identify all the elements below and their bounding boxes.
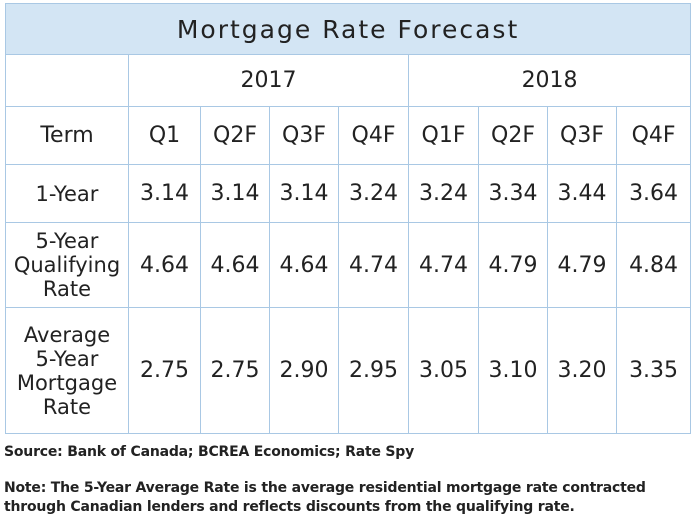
rate-cell: 4.64 — [128, 222, 201, 308]
footnote: Note: The 5-Year Average Rate is the ave… — [4, 479, 689, 517]
rate-cell: 4.84 — [615, 222, 692, 308]
rate-cell: 3.14 — [269, 164, 339, 223]
rate-cell: 3.64 — [615, 164, 692, 223]
rate-cell: 3.10 — [478, 307, 548, 434]
row-label-line: Average — [23, 322, 111, 347]
rate-cell: 3.20 — [547, 307, 617, 434]
rate-cell: 3.05 — [408, 307, 479, 434]
row-label-line: Rate — [42, 394, 92, 419]
rate-cell: 3.24 — [408, 164, 479, 223]
quarter-header: Q4F — [615, 106, 692, 165]
table-row-5-year-qualifying: 5-Year Qualifying Rate 4.64 4.64 4.64 4.… — [5, 222, 692, 308]
quarter-header: Q2F — [200, 106, 270, 165]
row-label: 5-Year Qualifying Rate — [5, 222, 129, 308]
row-label: Average 5-Year Mortgage Rate — [5, 307, 129, 434]
row-label-line: 5-Year — [35, 346, 99, 371]
rate-cell: 3.35 — [615, 307, 692, 434]
row-label-line: 1-Year — [35, 181, 99, 206]
quarter-header: Q1 — [128, 106, 201, 165]
row-label-line: Rate — [42, 277, 92, 301]
mortgage-rate-table: Mortgage Rate Forecast 2017 2018 Term Q1… — [4, 3, 692, 434]
term-header: Term — [5, 106, 129, 165]
table-row-1-year: 1-Year 3.14 3.14 3.14 3.24 3.24 3.34 3.4… — [5, 164, 692, 223]
quarter-header: Q1F — [408, 106, 479, 165]
row-label-line: 5-Year — [35, 229, 99, 253]
quarter-header: Q4F — [338, 106, 409, 165]
rate-cell: 4.79 — [478, 222, 548, 308]
row-label-line: Mortgage — [16, 370, 118, 395]
rate-cell: 2.75 — [128, 307, 201, 434]
rate-cell: 3.24 — [338, 164, 409, 223]
quarter-header: Q3F — [547, 106, 617, 165]
forecast-table-container: Mortgage Rate Forecast 2017 2018 Term Q1… — [4, 3, 692, 434]
rate-cell: 2.95 — [338, 307, 409, 434]
table-title: Mortgage Rate Forecast — [4, 3, 692, 55]
table-row-average-5-year: Average 5-Year Mortgage Rate 2.75 2.75 2… — [5, 307, 692, 434]
rate-cell: 3.44 — [547, 164, 617, 223]
rate-cell: 4.64 — [200, 222, 270, 308]
rate-cell: 4.74 — [408, 222, 479, 308]
quarter-header: Q3F — [269, 106, 339, 165]
year-header-blank — [5, 54, 129, 107]
rate-cell: 4.74 — [338, 222, 409, 308]
footnote-line: Note: The 5-Year Average Rate is the ave… — [4, 480, 646, 496]
rate-cell: 3.14 — [200, 164, 270, 223]
footnote-line: through Canadian lenders and reflects di… — [4, 499, 575, 515]
year-header-2018: 2018 — [407, 54, 692, 107]
row-label: 1-Year — [5, 164, 129, 223]
rate-cell: 2.90 — [269, 307, 339, 434]
row-label-line: Qualifying — [13, 253, 121, 277]
rate-cell: 3.34 — [478, 164, 548, 223]
source-note: Source: Bank of Canada; BCREA Economics;… — [4, 444, 415, 460]
rate-cell: 2.75 — [200, 307, 270, 434]
quarter-header: Q2F — [478, 106, 548, 165]
rate-cell: 4.79 — [547, 222, 617, 308]
year-header-2017: 2017 — [128, 54, 409, 107]
rate-cell: 4.64 — [269, 222, 339, 308]
rate-cell: 3.14 — [128, 164, 201, 223]
